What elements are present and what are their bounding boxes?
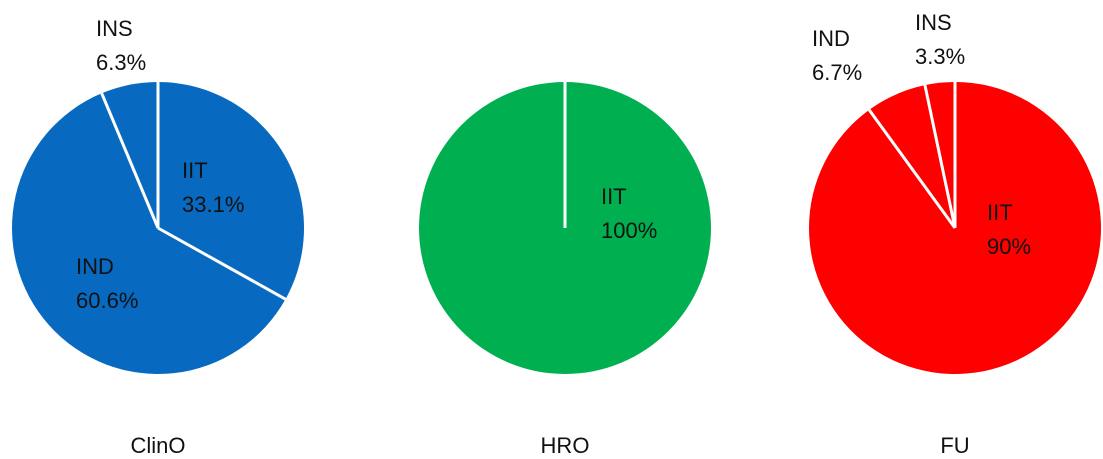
chart-title: FU	[940, 433, 969, 458]
slice-value-label: 60.6%	[76, 288, 138, 313]
slice-category-label: INS	[96, 16, 133, 41]
slice-value-label: 6.7%	[812, 60, 862, 85]
slice-category-label: IIT	[987, 200, 1013, 225]
slice-category-label: INS	[915, 10, 952, 35]
slice-category-label: IIT	[182, 158, 208, 183]
slice-separator	[923, 84, 957, 229]
slice-category-label: IND	[812, 26, 850, 51]
slice-separator	[157, 226, 287, 301]
slice-separator	[867, 109, 957, 229]
slice-value-label: 3.3%	[915, 44, 965, 69]
slice-category-label: IIT	[601, 184, 627, 209]
chart-title: HRO	[541, 433, 590, 458]
pie-slice	[11, 93, 286, 375]
pie-slice	[869, 85, 955, 228]
pie-slice	[158, 82, 304, 300]
chart-title: ClinO	[130, 433, 185, 458]
slice-value-label: 6.3%	[96, 50, 146, 75]
slice-separator	[100, 92, 160, 229]
slice-value-label: 90%	[987, 234, 1031, 259]
slice-value-label: 33.1%	[182, 192, 244, 217]
slice-value-label: 100%	[601, 218, 657, 243]
slice-category-label: IND	[76, 254, 114, 279]
